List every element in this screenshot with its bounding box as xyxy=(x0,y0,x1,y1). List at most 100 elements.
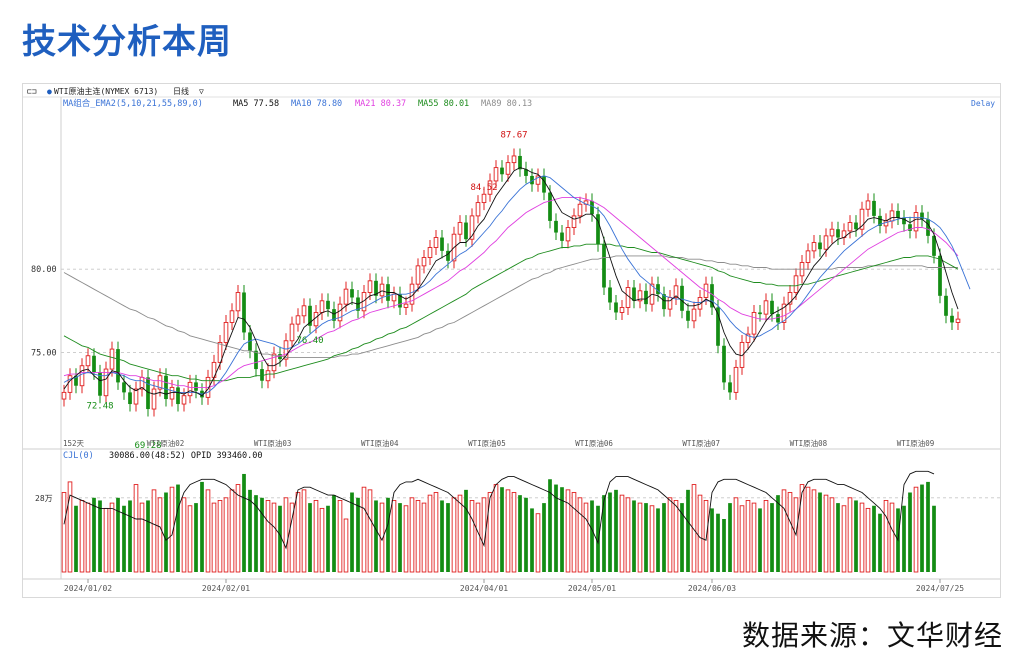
candle-down xyxy=(926,219,930,236)
volume-panel[interactable]: 28万 2024/01/02 2024/02/01 2024/04/01 2024/05… xyxy=(35,470,1000,593)
volume-bar-down xyxy=(602,495,606,572)
candle-down xyxy=(248,332,252,351)
volume-bar-up xyxy=(673,500,679,573)
symbol-dot-icon: ● xyxy=(47,87,52,96)
volume-bar-up xyxy=(67,481,73,573)
volume-bar-up xyxy=(859,502,865,573)
volume-bar-down xyxy=(608,492,612,572)
candle-down xyxy=(608,287,612,303)
candle-down xyxy=(944,295,948,316)
period-label[interactable]: 日线 xyxy=(173,86,189,96)
volume-bar-down xyxy=(260,497,264,572)
candle-up xyxy=(787,292,793,305)
candle-down xyxy=(728,382,732,393)
data-source: 数据来源：文华财经 xyxy=(741,619,1003,652)
chart-toolbar[interactable]: ⊏⊐ ● WTI原油主连(NYMEX 6713) 日线 ▽ xyxy=(27,86,204,96)
candle-down xyxy=(554,220,558,233)
volume-bar-up xyxy=(739,505,745,573)
delay-label: Delay xyxy=(971,99,995,108)
volume-bar-down xyxy=(590,500,594,572)
ma5-line xyxy=(63,167,959,397)
volume-bar-down xyxy=(200,481,204,572)
volume-bar-up xyxy=(733,497,739,573)
ma-legend-label[interactable]: MA组合_EMA2(5,10,21,55,89,0) xyxy=(63,98,203,109)
price-annotation: 72.48 xyxy=(86,401,113,411)
volume-bar-down xyxy=(926,481,930,572)
volume-bar-up xyxy=(151,489,157,573)
contract-label: WTI原油03 xyxy=(254,438,292,448)
volume-bar-up xyxy=(217,500,223,573)
candle-up xyxy=(433,237,439,248)
ma89-legend: MA89 80.13 xyxy=(481,99,532,109)
volume-bar-up xyxy=(451,497,457,573)
volume-bar-down xyxy=(560,487,564,572)
volume-bar-down xyxy=(596,505,600,572)
volume-legend-label[interactable]: CJL(0) xyxy=(63,451,94,461)
candle-up xyxy=(571,215,577,229)
volume-bar-up xyxy=(841,505,847,573)
candle-down xyxy=(548,192,552,221)
candle-up xyxy=(493,167,499,182)
candle-down xyxy=(242,292,246,333)
volume-bar-down xyxy=(92,497,96,572)
candle-up xyxy=(625,287,631,308)
ma89-line xyxy=(63,255,958,358)
candle-up xyxy=(829,228,835,237)
candle-up xyxy=(481,193,487,204)
volume-bar-up xyxy=(169,486,175,573)
candle-down xyxy=(854,222,858,230)
candle-up xyxy=(301,305,307,317)
volume-bar-down xyxy=(728,503,732,572)
volume-bar-down xyxy=(548,479,552,572)
candle-up xyxy=(235,292,241,312)
candle-up xyxy=(475,202,481,217)
candle-down xyxy=(278,354,282,360)
volume-bar-up xyxy=(391,500,397,573)
volume-bar-up xyxy=(109,502,115,573)
chart-canvas[interactable]: ⊏⊐ ● WTI原油主连(NYMEX 6713) 日线 ▽ MA组合_EMA2(… xyxy=(23,84,1000,597)
volume-bar-up xyxy=(781,489,787,573)
candle-down xyxy=(146,377,150,410)
candle-down xyxy=(758,312,762,315)
volume-bar-up xyxy=(343,518,349,573)
candle-down xyxy=(194,382,198,391)
date-label: 2024/07/25 xyxy=(916,584,964,593)
toolbar-menu-icon[interactable]: ⊏⊐ xyxy=(27,87,37,96)
volume-bar-down xyxy=(524,497,528,572)
chart-panel[interactable]: ⊏⊐ ● WTI原油主连(NYMEX 6713) 日线 ▽ MA组合_EMA2(… xyxy=(22,83,1001,598)
candle-down xyxy=(644,290,648,305)
date-label: 2024/06/03 xyxy=(688,584,736,593)
candle-up xyxy=(565,227,571,242)
price-panel[interactable]: 75.00 80.00 87.67 84.52 72.48 69.28 76.40 152天 W… xyxy=(23,97,1000,580)
volume-bar-down xyxy=(872,505,876,572)
candle-down xyxy=(122,382,126,393)
volume-bar-up xyxy=(403,505,409,573)
symbol-label[interactable]: WTI原油主连(NYMEX 6713) xyxy=(54,86,158,96)
candle-up xyxy=(187,381,193,397)
contract-label: WTI原油05 xyxy=(468,438,506,448)
volume-bar-up xyxy=(691,484,697,573)
price-tick-label: 80.00 xyxy=(31,265,57,275)
volume-bar-up xyxy=(487,492,493,573)
volume-bar-down xyxy=(662,503,666,572)
candle-up xyxy=(61,391,67,400)
date-label: 2024/04/01 xyxy=(460,584,508,593)
volume-legend-values: 30086.00(48:52) OPID 393460.00 xyxy=(109,451,263,461)
date-label: 2024/02/01 xyxy=(202,584,250,593)
candle-up xyxy=(457,222,463,235)
period-dropdown-icon[interactable]: ▽ xyxy=(199,87,204,96)
candle-down xyxy=(332,309,336,321)
candle-down xyxy=(950,315,954,323)
candle-up xyxy=(805,250,811,263)
volume-bar-up xyxy=(205,489,211,573)
candle-up xyxy=(343,288,349,305)
candle-up xyxy=(109,348,115,370)
candle-up xyxy=(577,203,583,217)
candle-down xyxy=(818,242,822,250)
volume-bar-down xyxy=(680,503,684,572)
volume-bar-down xyxy=(116,497,120,572)
contract-label: 152天 xyxy=(63,439,85,448)
candle-down xyxy=(176,387,180,405)
candle-down xyxy=(326,300,330,310)
price-annotation: 87.67 xyxy=(500,130,527,140)
